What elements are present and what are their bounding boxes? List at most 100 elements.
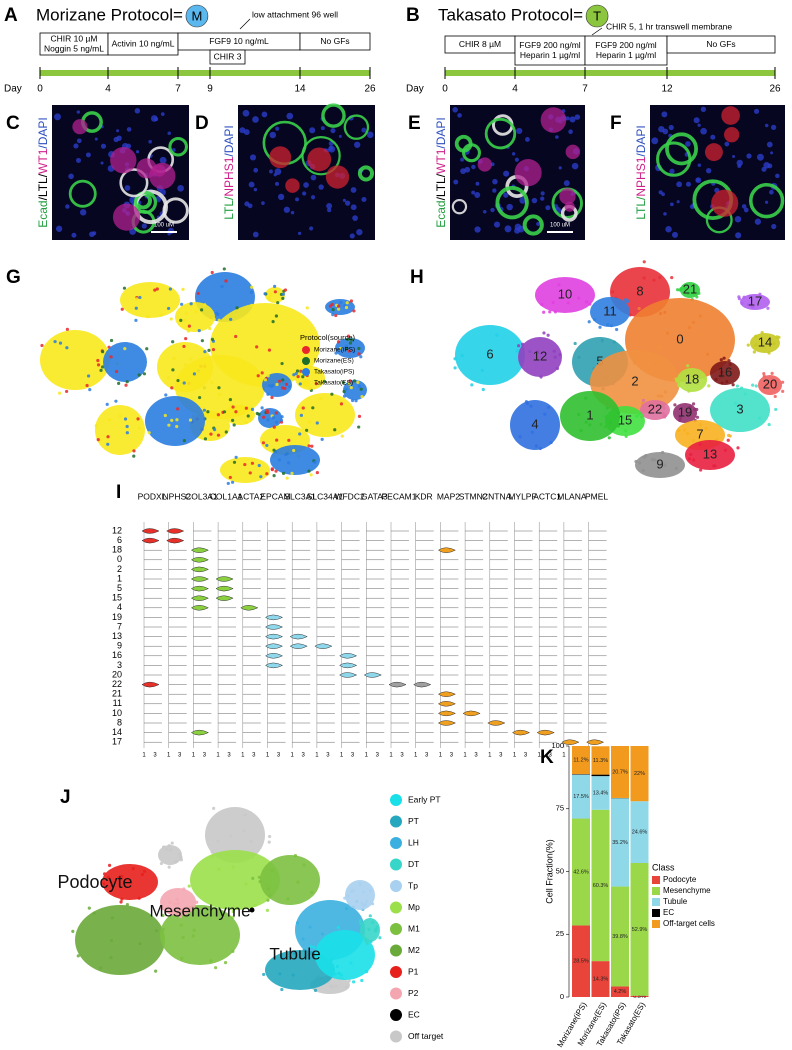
nucleus [366, 131, 374, 139]
cell-point [638, 412, 642, 416]
stain-part: Ecad [434, 200, 448, 227]
legend-title: Protocol(source) [300, 333, 356, 342]
cell-point [106, 442, 110, 446]
step-box [666, 35, 776, 54]
cell-point [154, 929, 158, 933]
cell-point [362, 890, 366, 894]
cell-point [538, 446, 542, 451]
cell-point [170, 841, 174, 845]
cell-point [623, 298, 628, 302]
cell-point [134, 297, 139, 301]
cell-point [285, 476, 289, 480]
cell-point [174, 860, 178, 864]
tubule [343, 114, 370, 140]
y-tick-label: 0 [560, 992, 564, 1001]
legend-text: EC [663, 908, 674, 917]
nucleus [474, 226, 481, 233]
nucleus [540, 196, 545, 201]
nucleus [514, 157, 519, 162]
cell-point [165, 847, 169, 851]
tubule [462, 143, 481, 163]
cell-point [257, 875, 261, 879]
cell-point [652, 278, 656, 282]
gene-label: MLANA [557, 491, 587, 501]
nucleus [558, 166, 562, 170]
cell-point [754, 334, 758, 338]
cell-point [642, 276, 646, 280]
protocol-badge [185, 4, 209, 28]
cell-point [642, 260, 646, 264]
cell-point [553, 355, 557, 359]
cell-point [663, 390, 667, 394]
nucleus [328, 145, 336, 153]
cell-point [250, 407, 255, 411]
cell-point [330, 392, 334, 396]
cell-point [92, 911, 96, 915]
nucleus [135, 150, 140, 154]
cell-point [192, 928, 196, 932]
cell-point [175, 424, 179, 429]
legend-text: Takasato(ES) [314, 380, 353, 387]
stain-label: LTL/NPHS1/DAPI [222, 125, 236, 219]
cluster-label: 15 [112, 593, 122, 603]
nucleus [352, 215, 358, 221]
cell-point [351, 889, 356, 893]
cell-point [248, 417, 253, 421]
tubule [321, 103, 346, 128]
cell-point [306, 953, 311, 957]
cell-point [88, 388, 92, 392]
cell-point [249, 290, 253, 294]
cell-point [228, 475, 232, 480]
cell-point [348, 341, 353, 345]
cell-point [587, 320, 591, 324]
cell-point [215, 311, 219, 315]
cell-point [167, 844, 171, 848]
gene-label: CNTNA. [482, 491, 514, 501]
violin [339, 672, 358, 678]
cell-point [107, 863, 112, 867]
day-label: Day [406, 84, 424, 95]
cluster-label: 11 [603, 303, 617, 318]
cell-point [211, 347, 216, 352]
cell-point [579, 429, 583, 433]
cell-point [217, 386, 221, 390]
glomerulus [514, 159, 542, 187]
cell-point [754, 343, 758, 347]
axis-tick: 3 [326, 753, 330, 759]
cell-point [186, 329, 191, 333]
cell-point [168, 900, 172, 905]
cell-point [249, 839, 253, 844]
cell-point [134, 306, 138, 310]
nucleus [361, 196, 367, 202]
value-label: 4.2% [614, 989, 627, 995]
value-label: 24.6% [632, 830, 648, 836]
cell-point [367, 927, 371, 932]
cluster-label: 6 [486, 346, 493, 361]
cell-point [588, 423, 592, 427]
cell-point [301, 406, 305, 410]
legend-swatch [652, 909, 660, 917]
cell-point [175, 897, 179, 901]
cell-point [281, 471, 286, 475]
cell-point [731, 383, 735, 387]
cluster-label: 17 [112, 737, 122, 747]
cell-point [164, 393, 168, 397]
y-tick-label: 50 [556, 866, 564, 875]
tubule [665, 132, 698, 166]
cell-point [606, 309, 610, 313]
cell-point [337, 304, 341, 308]
cell-point [739, 386, 744, 390]
step-text: CHIR 8 µM [459, 39, 501, 49]
tubule [168, 136, 188, 157]
cell-point [176, 407, 180, 411]
cluster-label: 14 [758, 334, 772, 349]
cell-point [663, 463, 667, 467]
violin [190, 557, 209, 563]
cluster-label: 16 [112, 650, 122, 660]
nucleus [457, 113, 462, 118]
cell-point [99, 368, 103, 372]
nucleus [769, 189, 774, 195]
nucleus [159, 156, 167, 164]
tubule [68, 179, 97, 208]
cell-point [173, 902, 177, 906]
